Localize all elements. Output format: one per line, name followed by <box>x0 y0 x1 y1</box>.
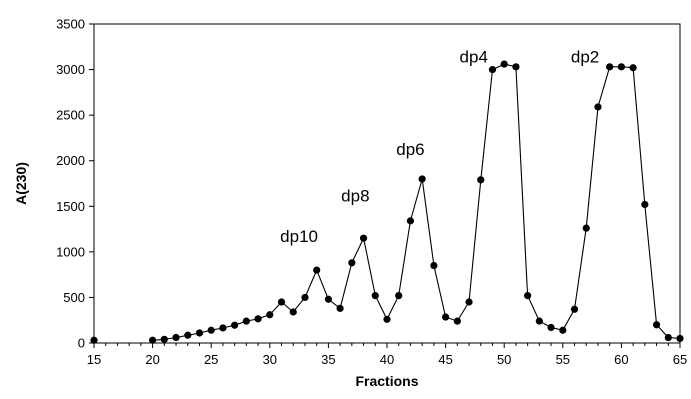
data-point <box>453 317 461 325</box>
data-point <box>219 324 227 332</box>
y-tick-label: 3500 <box>56 17 85 32</box>
axes: 0 500 1000 1500 2000 2500 3000 3500 15 20 25 30 35 40… <box>56 17 687 368</box>
data-point <box>512 63 520 71</box>
data-point <box>207 326 215 334</box>
data-point <box>582 224 590 232</box>
data-point <box>524 292 532 300</box>
y-tick-label: 1000 <box>56 244 85 259</box>
data-point <box>149 336 157 344</box>
data-point <box>430 261 438 270</box>
data-point <box>652 321 661 329</box>
y-tick-label: 2500 <box>56 108 85 123</box>
data-point <box>629 64 637 72</box>
data-point <box>442 313 450 321</box>
data-point <box>406 217 415 225</box>
x-tick-label: 25 <box>204 352 218 367</box>
data-point <box>324 295 332 303</box>
x-tick-label: 30 <box>263 352 277 367</box>
data-point <box>266 311 274 319</box>
series-line <box>152 63 681 341</box>
data-point <box>664 333 672 342</box>
x-tick-label: 35 <box>321 352 335 367</box>
data-point <box>383 315 391 323</box>
x-tick-label: 50 <box>497 352 511 367</box>
annotations: dp10 dp8 dp6 dp4 dp2 <box>280 47 599 246</box>
data-point <box>289 308 297 316</box>
data-point <box>535 317 543 325</box>
data-point <box>184 331 192 339</box>
y-tick-label: 3000 <box>56 62 85 77</box>
data-point <box>465 298 473 306</box>
data-point <box>395 292 403 300</box>
data-point <box>547 323 555 332</box>
y-tick-label: 2000 <box>56 153 85 168</box>
x-tick-label: 20 <box>145 352 159 367</box>
data-point <box>231 321 239 329</box>
x-tick-label: 15 <box>87 352 101 367</box>
peak-label: dp8 <box>341 187 369 206</box>
data-markers <box>90 60 684 344</box>
x-axis-title: Fractions <box>355 373 418 389</box>
y-tick-label: 1500 <box>56 199 85 214</box>
data-point <box>418 175 426 183</box>
data-point <box>359 234 368 242</box>
data-point <box>242 317 250 325</box>
data-point <box>348 259 356 267</box>
y-axis-title: A(230) <box>13 162 29 205</box>
data-point <box>676 334 684 343</box>
data-point <box>172 333 180 342</box>
peak-label: dp10 <box>280 227 318 246</box>
data-point <box>641 200 649 209</box>
x-tick-label: 45 <box>438 352 452 367</box>
x-tick-label: 65 <box>673 352 687 367</box>
data-point <box>90 336 98 344</box>
x-tick-label: 55 <box>556 352 570 367</box>
data-point <box>195 329 204 337</box>
y-tick-label: 500 <box>63 290 85 305</box>
data-point <box>277 298 286 306</box>
data-point <box>570 305 579 313</box>
data-point <box>371 292 379 300</box>
peak-label: dp4 <box>460 47 488 66</box>
data-point <box>160 335 168 343</box>
data-point <box>594 103 602 111</box>
data-point <box>313 266 321 274</box>
y-tick-label: 0 <box>78 336 85 351</box>
data-point <box>617 63 626 71</box>
series-line-segment <box>152 63 681 341</box>
data-point <box>336 304 344 312</box>
peak-label: dp6 <box>396 140 424 159</box>
peak-label: dp2 <box>571 47 599 66</box>
plot-frame <box>93 23 681 344</box>
data-point <box>477 176 485 184</box>
data-point <box>301 293 309 302</box>
data-point <box>559 326 567 334</box>
data-point <box>254 315 262 323</box>
data-point <box>500 60 508 68</box>
data-point <box>606 63 614 71</box>
x-tick-label: 40 <box>380 352 394 367</box>
x-tick-label: 60 <box>614 352 628 367</box>
data-point <box>488 65 497 74</box>
